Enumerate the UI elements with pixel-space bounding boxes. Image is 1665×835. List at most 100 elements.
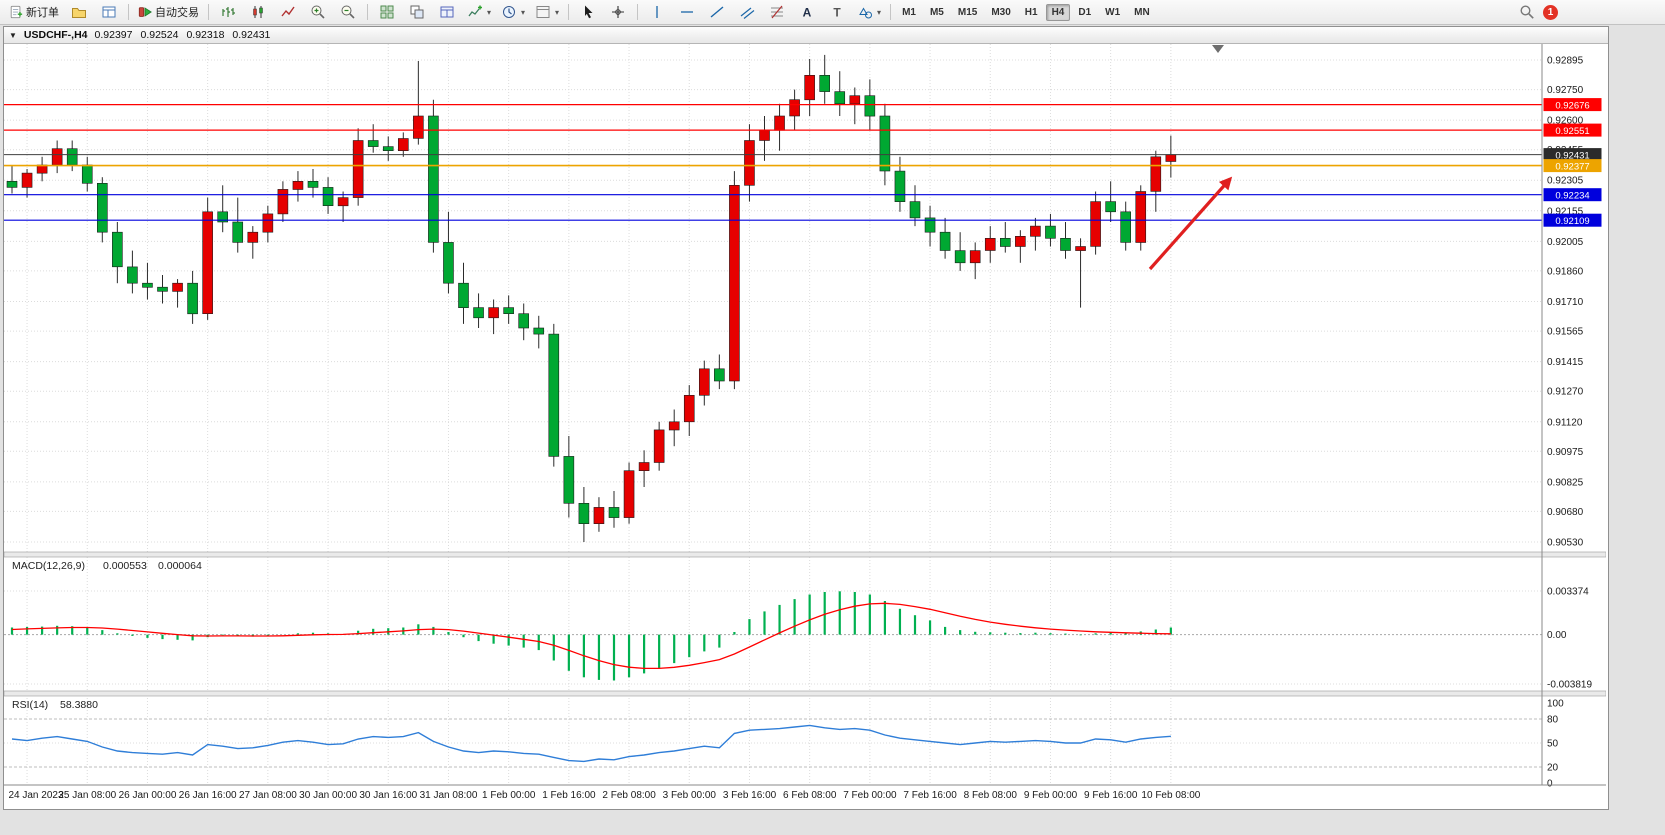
shapes-dropdown[interactable]: ▾	[853, 1, 885, 23]
svg-text:0.91270: 0.91270	[1547, 387, 1584, 398]
svg-text:0.91860: 0.91860	[1547, 266, 1584, 277]
svg-text:0.90680: 0.90680	[1547, 507, 1584, 518]
timeframe-m1[interactable]: M1	[902, 6, 916, 18]
chart-symbol-period: USDCHF-,H4	[23, 29, 88, 41]
new-order-icon	[9, 5, 23, 19]
svg-text:58.3880: 58.3880	[60, 699, 98, 711]
svg-text:50: 50	[1547, 739, 1559, 750]
svg-text:30 Jan 16:00: 30 Jan 16:00	[359, 790, 417, 801]
svg-text:9 Feb 00:00: 9 Feb 00:00	[1024, 790, 1078, 801]
text-tool[interactable]: A	[793, 1, 821, 23]
label-tool[interactable]: T	[823, 1, 851, 23]
svg-text:0.92234: 0.92234	[1555, 191, 1589, 202]
svg-text:RSI(14): RSI(14)	[12, 699, 48, 711]
svg-text:8 Feb 08:00: 8 Feb 08:00	[964, 790, 1018, 801]
new-order-button[interactable]: 新订单	[5, 1, 63, 23]
timeframe-h1[interactable]: H1	[1024, 6, 1038, 18]
rsi-label: RSI(14) 58.3880	[12, 699, 98, 711]
price-badge: 0.92551	[1543, 123, 1602, 137]
svg-text:24 Jan 2023: 24 Jan 2023	[8, 790, 63, 801]
level-lines[interactable]	[4, 103, 1542, 221]
candlestick-chart-icon[interactable]	[244, 1, 272, 23]
toolbar-separator	[637, 4, 639, 20]
add-chart-dropdown[interactable]: ▾	[463, 1, 495, 23]
channel-tool[interactable]	[733, 1, 761, 23]
svg-text:26 Jan 00:00: 26 Jan 00:00	[119, 790, 177, 801]
svg-text:1 Feb 16:00: 1 Feb 16:00	[542, 790, 596, 801]
vertical-line-tool[interactable]	[643, 1, 671, 23]
zoom-out-icon[interactable]	[334, 1, 362, 23]
timeframe-m30[interactable]: M30	[991, 6, 1011, 18]
horizontal-line-tool[interactable]	[673, 1, 701, 23]
svg-text:3 Feb 16:00: 3 Feb 16:00	[723, 790, 777, 801]
main-toolbar: 新订单 自动交易 ▾ ▾ ▾ A T ▾ M1 M	[0, 0, 1665, 25]
crosshair-icon[interactable]	[604, 1, 632, 23]
trend-arrow[interactable]	[1148, 176, 1233, 271]
svg-text:0.92551: 0.92551	[1555, 126, 1589, 137]
zoom-in-icon[interactable]	[304, 1, 332, 23]
svg-text:3 Feb 00:00: 3 Feb 00:00	[663, 790, 717, 801]
svg-text:80: 80	[1547, 715, 1559, 726]
high-value: 0.92524	[140, 29, 179, 41]
svg-text:0: 0	[1547, 779, 1553, 790]
svg-text:0.92377: 0.92377	[1555, 161, 1589, 172]
svg-text:0.92895: 0.92895	[1547, 56, 1584, 67]
svg-text:27 Jan 08:00: 27 Jan 08:00	[239, 790, 297, 801]
svg-text:0.003374: 0.003374	[1547, 587, 1589, 598]
svg-text:0.92676: 0.92676	[1555, 100, 1589, 111]
svg-text:0.000064: 0.000064	[158, 560, 202, 572]
timeframe-mn[interactable]: MN	[1134, 6, 1150, 18]
chart-shift-marker[interactable]	[1212, 45, 1224, 53]
timeframe-m15[interactable]: M15	[957, 6, 978, 18]
period-clock-dropdown[interactable]: ▾	[497, 1, 529, 23]
panel-separators[interactable]	[4, 551, 1606, 697]
templates-dropdown[interactable]: ▾	[531, 1, 563, 23]
chart-canvas[interactable]: 0.928950.927500.926000.924550.923050.921…	[4, 44, 1606, 808]
svg-text:0.91415: 0.91415	[1547, 357, 1584, 368]
toolbar-separator	[367, 4, 368, 20]
data-window-icon[interactable]	[433, 1, 461, 23]
svg-text:7 Feb 16:00: 7 Feb 16:00	[903, 790, 957, 801]
bar-chart-icon[interactable]	[214, 1, 242, 23]
svg-text:0.91120: 0.91120	[1547, 417, 1583, 428]
price-badge: 0.92431	[1543, 148, 1602, 161]
cursor-icon[interactable]	[574, 1, 602, 23]
svg-text:A: A	[803, 6, 812, 20]
price-badge: 0.92377	[1543, 159, 1602, 172]
trendline-tool[interactable]	[703, 1, 731, 23]
price-axis[interactable]: 0.928950.927500.926000.924550.923050.921…	[1541, 44, 1602, 790]
timeframe-m5[interactable]: M5	[929, 6, 944, 18]
fibonacci-tool[interactable]	[763, 1, 791, 23]
timeframe-d1[interactable]: D1	[1078, 6, 1092, 18]
toolbar-separator	[890, 4, 892, 20]
svg-text:1 Feb 00:00: 1 Feb 00:00	[482, 790, 536, 801]
svg-text:0.92305: 0.92305	[1547, 176, 1584, 187]
one-click-toggle-icon[interactable]: ▼	[9, 30, 17, 40]
timeframe-w1[interactable]: W1	[1105, 6, 1121, 18]
cascade-windows-icon[interactable]	[403, 1, 431, 23]
svg-text:0.90975: 0.90975	[1547, 447, 1584, 458]
profiles-icon[interactable]	[65, 1, 93, 23]
macd-label: MACD(12,26,9) 0.000553 0.000064	[12, 560, 202, 572]
search-icon[interactable]	[1513, 1, 1541, 23]
notification-badge[interactable]: 1	[1543, 4, 1558, 20]
market-watch-icon[interactable]	[95, 1, 123, 23]
autotrading-button[interactable]: 自动交易	[134, 1, 203, 23]
toolbar-separator	[568, 4, 570, 20]
ohlc-readout: 0.92397 0.92524 0.92318 0.92431	[95, 29, 271, 41]
svg-text:25 Jan 08:00: 25 Jan 08:00	[58, 790, 116, 801]
new-order-label: 新订单	[26, 7, 59, 19]
svg-text:9 Feb 16:00: 9 Feb 16:00	[1084, 790, 1138, 801]
svg-text:0.00: 0.00	[1547, 630, 1567, 641]
svg-text:T: T	[833, 6, 841, 20]
line-chart-icon[interactable]	[274, 1, 302, 23]
rsi-panel	[11, 724, 1171, 763]
svg-text:0.92431: 0.92431	[1555, 150, 1589, 161]
timeframe-h4[interactable]: H4	[1045, 3, 1071, 21]
toolbar-separator	[208, 4, 209, 20]
chart-window: ▼ USDCHF-,H4 0.92397 0.92524 0.92318 0.9…	[3, 26, 1609, 810]
svg-text:26 Jan 16:00: 26 Jan 16:00	[179, 790, 237, 801]
svg-text:31 Jan 08:00: 31 Jan 08:00	[420, 790, 478, 801]
tile-windows-icon[interactable]	[373, 1, 401, 23]
